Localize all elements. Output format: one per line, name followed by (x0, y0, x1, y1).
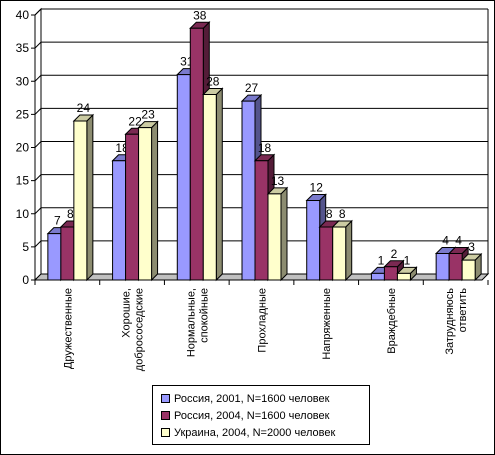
data-label-s3-c5: 8 (339, 207, 346, 221)
legend: Россия, 2001, N=1600 человек Россия, 200… (152, 385, 370, 445)
bar-s2-c6 (383, 266, 398, 281)
bar-s3-c1 (73, 120, 88, 281)
data-label-s1-c6: 1 (378, 253, 385, 267)
gridline-side (34, 74, 42, 82)
y-tick-label: 0 (22, 273, 29, 287)
y-tick-label: 35 (16, 41, 30, 55)
legend-item-series-3: Украина, 2004, N=2000 человек (161, 424, 369, 441)
data-label-s2-c3: 38 (193, 8, 207, 22)
gridline-side (34, 240, 42, 248)
x-tick-label-c7: Затрудняюсь (444, 288, 456, 355)
data-label-s2-c2: 22 (128, 114, 142, 128)
bar-s2-c3 (189, 27, 204, 281)
data-label-s1-c5: 12 (310, 181, 324, 195)
gridline-side (34, 207, 42, 215)
bar-s1-c7 (435, 253, 450, 281)
gridline-side (34, 108, 42, 115)
y-tick-label: 10 (16, 207, 30, 221)
x-tick-label-c6: Враждебные (386, 288, 398, 354)
y-tick-label: 15 (16, 174, 30, 188)
bar-s3-c6 (396, 272, 411, 281)
data-label-s3-c7: 3 (468, 240, 475, 254)
legend-item-series-1: Россия, 2001, N=1600 человек (161, 390, 369, 407)
data-label-s1-c4: 27 (245, 81, 259, 95)
bar-side-s3-c4 (280, 186, 288, 282)
bar-s3-c2 (138, 127, 153, 281)
data-label-s3-c6: 1 (404, 253, 411, 267)
y-tick-label: 30 (16, 74, 30, 88)
data-label-s3-c3: 28 (206, 75, 220, 89)
x-tick-label-c1: Дружественные (62, 288, 74, 369)
legend-item-series-2: Россия, 2004, N=1600 человек (161, 407, 369, 424)
y-tick-label: 5 (22, 240, 29, 254)
bar-s1-c5 (306, 200, 321, 281)
x-tick-label-c2: добрососедские (134, 288, 146, 371)
bar-s3-c3 (202, 94, 217, 281)
legend-label-series-2: Россия, 2004, N=1600 человек (174, 409, 330, 422)
x-tick-label-c2: Хорошие, (121, 288, 133, 338)
bar-s1-c2 (112, 160, 127, 281)
y-tick-label: 20 (16, 141, 30, 155)
gridline-side (34, 41, 42, 49)
legend-label-series-1: Россия, 2001, N=1600 человек (174, 392, 330, 405)
bar-side-s3-c5 (345, 219, 353, 282)
bar-s2-c1 (60, 226, 75, 281)
x-tick-label-c5: Напряженные (321, 288, 333, 360)
data-label-s2-c4: 18 (258, 141, 272, 155)
bar-s2-c5 (319, 226, 334, 281)
bar-s2-c4 (254, 160, 269, 281)
x-tick-label-c4: Прохладные (257, 288, 269, 353)
gridline-side (34, 141, 42, 148)
bar-s3-c5 (332, 226, 347, 281)
bar-s1-c3 (176, 74, 191, 281)
data-label-s2-c6: 2 (391, 247, 398, 261)
bar-s1-c6 (370, 272, 385, 281)
legend-swatch-series-3 (161, 428, 170, 437)
y-tick-label: 25 (16, 107, 30, 121)
x-tick-label-c3: Нормальные, (185, 288, 197, 357)
bar-side-s3-c1 (86, 113, 94, 282)
bar-side-s3-c3 (215, 87, 223, 282)
gridline-side (34, 174, 42, 181)
x-tick-label-c3: спокойные (198, 288, 210, 343)
bar-s1-c1 (47, 233, 62, 281)
data-label-s1-c7: 4 (442, 234, 449, 248)
data-label-s3-c1: 24 (77, 101, 91, 115)
data-label-s3-c4: 13 (271, 174, 285, 188)
data-label-s3-c2: 23 (141, 108, 155, 122)
bar-s3-c7 (461, 259, 476, 281)
y-tick-label: 40 (16, 8, 30, 22)
bar-s2-c2 (125, 133, 140, 281)
bar-s1-c4 (241, 100, 256, 281)
data-label-s2-c7: 4 (455, 234, 462, 248)
x-tick-label-c7: ответить (457, 288, 469, 333)
bar-s3-c4 (267, 193, 282, 281)
data-label-s2-c5: 8 (326, 207, 333, 221)
legend-swatch-series-1 (161, 394, 170, 403)
gridline-side (34, 8, 42, 16)
bar-s2-c7 (448, 253, 463, 281)
data-label-s1-c1: 7 (54, 214, 61, 228)
bar-side-s3-c2 (151, 120, 159, 282)
data-label-s2-c1: 8 (67, 207, 74, 221)
legend-label-series-3: Украина, 2004, N=2000 человек (174, 426, 336, 439)
legend-swatch-series-2 (161, 411, 170, 420)
